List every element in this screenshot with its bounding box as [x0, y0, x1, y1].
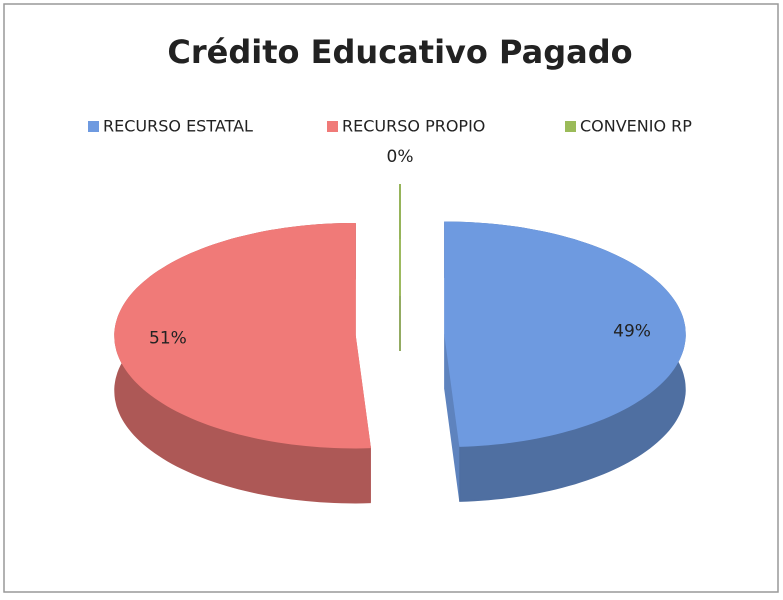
data-label: 51% — [149, 328, 187, 348]
slice — [444, 221, 686, 447]
legend-label: RECURSO PROPIO — [342, 117, 485, 136]
chart-title: Crédito Educativo Pagado — [167, 33, 632, 71]
legend-swatch — [327, 121, 338, 132]
legend-swatch — [88, 121, 99, 132]
legend-label: RECURSO ESTATAL — [103, 117, 253, 136]
legend-swatch — [565, 121, 576, 132]
data-label: 0% — [387, 147, 414, 167]
slice — [114, 222, 371, 449]
legend-label: CONVENIO RP — [580, 117, 692, 136]
data-label: 49% — [613, 322, 651, 342]
